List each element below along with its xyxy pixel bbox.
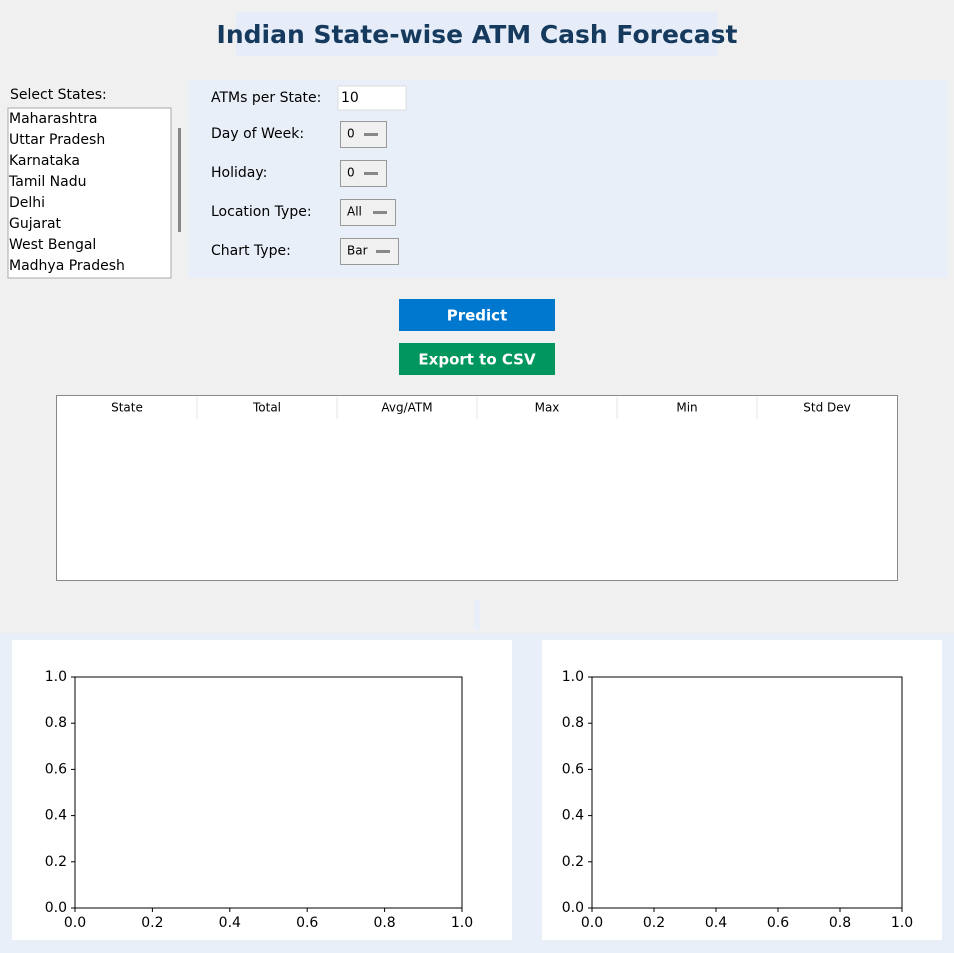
plot-canvas (12, 640, 512, 940)
app-title: Indian State-wise ATM Cash Forecast (217, 20, 738, 49)
state-item[interactable]: Tamil Nadu (8, 174, 87, 190)
control-label: Holiday: (211, 165, 267, 181)
dropdown-value: 0 (347, 166, 355, 180)
state-item[interactable]: Karnataka (9, 153, 80, 169)
x-tick-label: 0.8 (829, 915, 851, 931)
states-label: Select States: (10, 87, 107, 103)
state-item[interactable]: Uttar Pradesh (9, 132, 105, 148)
y-tick-label: 0.0 (45, 900, 67, 916)
control-label: Chart Type: (211, 243, 291, 259)
state-item[interactable]: Delhi (9, 195, 45, 211)
results-table (56, 395, 898, 581)
entry-value: 10 (341, 90, 359, 106)
text-entry[interactable] (337, 85, 407, 111)
y-tick-label: 0.8 (45, 715, 67, 731)
column-header[interactable]: Min (676, 401, 697, 415)
x-tick-label: 0.8 (373, 915, 395, 931)
y-tick-label: 0.4 (562, 808, 584, 824)
column-header[interactable]: Avg/ATM (381, 401, 432, 415)
column-header[interactable]: State (111, 401, 143, 415)
y-tick-label: 0.2 (45, 854, 67, 870)
y-tick-label: 0.2 (562, 854, 584, 870)
title-box (236, 12, 718, 56)
x-tick-label: 0.4 (705, 915, 727, 931)
y-tick-label: 1.0 (45, 669, 67, 685)
x-tick-label: 0.6 (296, 915, 318, 931)
state-item[interactable]: Madhya Pradesh (9, 258, 125, 274)
x-tick-label: 0.4 (219, 915, 241, 931)
scrollbar[interactable] (178, 128, 181, 232)
y-tick-label: 0.0 (562, 900, 584, 916)
control-label: ATMs per State: (211, 90, 321, 106)
x-tick-label: 0.2 (141, 915, 163, 931)
y-tick-label: 0.6 (562, 761, 584, 777)
dropdown[interactable] (340, 160, 387, 187)
x-tick-label: 0.6 (767, 915, 789, 931)
x-tick-label: 0.2 (643, 915, 665, 931)
column-header[interactable]: Max (535, 401, 560, 415)
separator (474, 600, 480, 630)
dropdown-value: 0 (347, 127, 355, 141)
y-tick-label: 1.0 (562, 669, 584, 685)
x-tick-label: 1.0 (451, 915, 473, 931)
y-tick-label: 0.8 (562, 715, 584, 731)
plot-axes (591, 676, 903, 909)
y-tick-label: 0.6 (45, 761, 67, 777)
control-label: Day of Week: (211, 126, 304, 142)
dropdown-value: Bar (347, 244, 368, 258)
x-tick-label: 0.0 (581, 915, 603, 931)
state-item[interactable]: Gujarat (9, 216, 62, 232)
plot-axes (74, 676, 463, 909)
states-listbox[interactable] (7, 107, 172, 279)
control-label: Location Type: (211, 204, 312, 220)
column-header[interactable]: Std Dev (803, 401, 850, 415)
dropdown-indicator (373, 211, 387, 214)
controls-panel (188, 80, 948, 278)
dropdown-indicator (376, 250, 390, 253)
state-item[interactable]: Maharashtra (9, 111, 97, 127)
plot-canvas (542, 640, 942, 940)
state-item[interactable]: West Bengal (9, 237, 96, 253)
button[interactable] (399, 343, 555, 375)
button-label: Export to CSV (418, 351, 536, 369)
x-tick-label: 0.0 (64, 915, 86, 931)
dropdown[interactable] (340, 121, 387, 148)
dropdown-indicator (364, 172, 378, 175)
dropdown-value: All (347, 205, 362, 219)
x-tick-label: 1.0 (891, 915, 913, 931)
y-tick-label: 0.4 (45, 808, 67, 824)
button-label: Predict (447, 307, 508, 325)
button[interactable] (399, 299, 555, 331)
dropdown-indicator (364, 133, 378, 136)
column-header[interactable]: Total (252, 401, 281, 415)
